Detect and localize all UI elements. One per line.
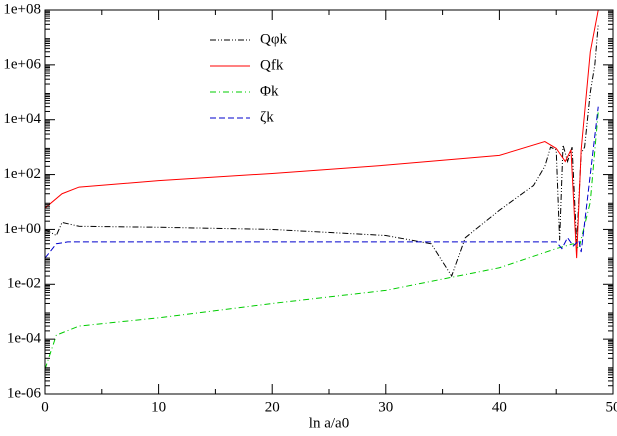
series-line xyxy=(45,106,599,259)
legend-label: Qφk xyxy=(260,31,287,47)
x-axis-label: ln a/a0 xyxy=(309,415,349,431)
legend-label: Φk xyxy=(260,83,279,99)
plot-frame xyxy=(44,9,614,395)
x-tick-label: 0 xyxy=(41,399,49,415)
x-tick-label: 50 xyxy=(606,399,617,415)
y-tick-label: 1e-06 xyxy=(7,385,42,401)
series-line xyxy=(45,10,599,259)
y-tick-label: 1e+00 xyxy=(3,221,41,237)
x-tick-label: 30 xyxy=(378,399,393,415)
y-tick-label: 1e-04 xyxy=(7,331,42,347)
y-tick-label: 1e+02 xyxy=(3,166,41,182)
legend-label: Qfk xyxy=(260,57,284,73)
y-tick-label: 1e+04 xyxy=(3,111,41,127)
y-tick-label: 1e+08 xyxy=(3,1,41,17)
series-line xyxy=(45,111,599,370)
x-tick-label: 40 xyxy=(492,399,507,415)
legend-label: ζk xyxy=(260,109,274,125)
x-tick-label: 10 xyxy=(151,399,166,415)
x-tick-label: 20 xyxy=(265,399,280,415)
y-tick-label: 1e-02 xyxy=(7,276,41,292)
y-tick-label: 1e+06 xyxy=(3,56,41,72)
